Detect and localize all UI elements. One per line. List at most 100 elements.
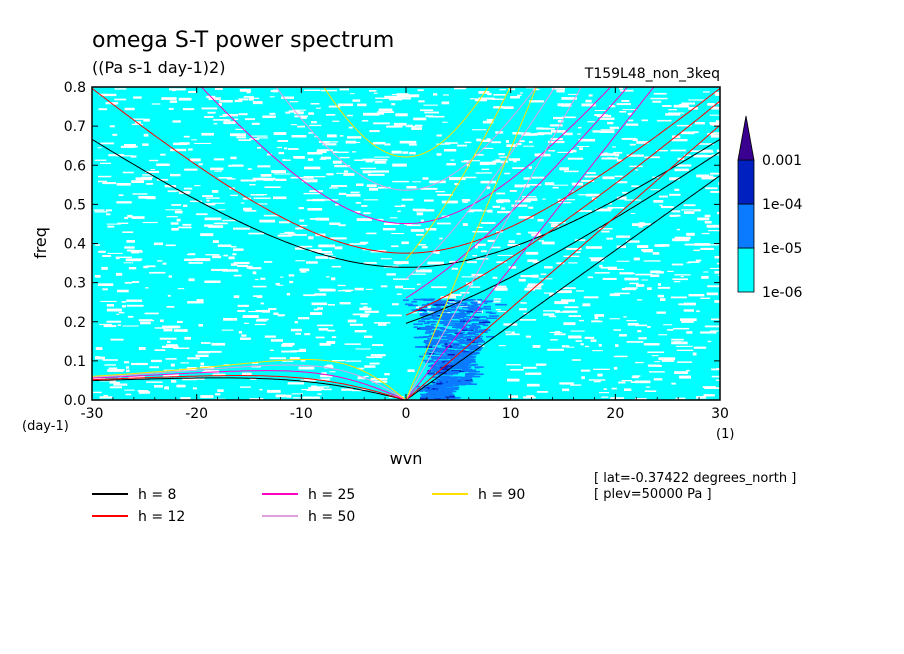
speckle-gap <box>599 117 615 120</box>
speckle-gap <box>153 242 163 246</box>
speckle-gap <box>178 97 192 101</box>
speckle-gap <box>262 115 276 118</box>
speckle-gap <box>200 233 214 237</box>
speckle-gap <box>707 132 715 136</box>
speckle-gap <box>168 275 172 278</box>
power-dash <box>473 316 481 319</box>
speckle-gap <box>601 230 610 233</box>
speckle-gap <box>707 103 715 106</box>
speckle-gap <box>320 156 331 160</box>
speckle-gap <box>487 239 496 242</box>
speckle-gap <box>207 225 223 228</box>
speckle-gap <box>289 280 294 284</box>
speckle-gap <box>243 207 252 211</box>
speckle-gap <box>180 362 189 364</box>
power-dash <box>461 354 473 357</box>
speckle-gap <box>514 132 531 134</box>
speckle-gap <box>716 262 720 265</box>
speckle-gap <box>242 315 259 318</box>
speckle-gap <box>259 388 263 391</box>
power-dash <box>430 325 434 328</box>
speckle-gap <box>673 341 682 344</box>
speckle-gap <box>357 103 367 107</box>
speckle-gap <box>391 233 405 235</box>
speckle-gap <box>123 361 130 364</box>
speckle-gap <box>656 149 668 152</box>
inertia-gravity-curve-h25 <box>200 87 612 225</box>
speckle-gap <box>195 354 209 357</box>
speckle-gap <box>627 112 633 116</box>
power-dash <box>461 351 471 353</box>
power-dash <box>447 299 455 301</box>
speckle-gap <box>667 329 674 331</box>
speckle-gap <box>401 97 411 100</box>
speckle-gap <box>339 156 350 159</box>
speckle-gap <box>321 141 339 143</box>
power-dash <box>429 340 441 342</box>
speckle-gap <box>300 270 307 273</box>
speckle-gap <box>92 391 102 394</box>
power-dash <box>462 306 470 309</box>
speckle-gap <box>562 388 570 392</box>
speckle-gap <box>444 142 458 144</box>
speckle-gap <box>114 88 127 90</box>
speckle-gap <box>182 378 197 381</box>
speckle-gap <box>520 302 527 304</box>
legend-label-h50: h = 50 <box>308 509 355 525</box>
speckle-gap <box>365 288 373 290</box>
speckle-gap <box>164 386 169 390</box>
speckle-gap <box>416 234 424 236</box>
speckle-gap <box>230 133 246 137</box>
speckle-gap <box>257 165 271 168</box>
speckle-gap <box>370 354 386 357</box>
speckle-gap <box>466 282 473 286</box>
speckle-gap <box>117 324 121 326</box>
speckle-gap <box>115 272 123 276</box>
speckle-gap <box>204 370 220 373</box>
speckle-gap <box>585 99 592 103</box>
speckle-gap <box>352 151 356 153</box>
speckle-gap <box>474 245 478 249</box>
speckle-gap <box>635 273 653 276</box>
speckle-gap <box>703 271 709 273</box>
speckle-gap <box>326 114 336 116</box>
speckle-gap <box>378 108 393 112</box>
speckle-gap <box>372 158 388 161</box>
speckle-gap <box>671 338 684 341</box>
speckle-gap <box>313 308 319 311</box>
speckle-gap <box>392 163 407 167</box>
speckle-gap <box>585 246 603 249</box>
speckle-gap <box>112 103 117 105</box>
speckle-gap <box>645 386 651 388</box>
speckle-gap <box>427 261 444 265</box>
power-dash <box>443 382 447 385</box>
power-dash <box>437 299 442 301</box>
power-dash <box>454 355 464 357</box>
power-dash <box>483 305 491 308</box>
speckle-gap <box>658 334 668 336</box>
speckle-gap <box>366 170 380 173</box>
speckle-gap <box>636 284 645 287</box>
speckle-gap <box>194 142 212 144</box>
speckle-gap <box>102 288 108 291</box>
speckle-gap <box>354 330 367 333</box>
speckle-gap <box>354 159 364 161</box>
speckle-gap <box>694 122 705 125</box>
speckle-gap <box>170 325 181 329</box>
speckle-gap <box>237 310 246 312</box>
speckle-gap <box>298 366 315 370</box>
speckle-gap <box>230 194 238 197</box>
speckle-gap <box>508 266 517 269</box>
speckle-gap <box>240 337 251 340</box>
speckle-gap <box>701 275 709 279</box>
speckle-gap <box>188 253 196 256</box>
speckle-gap <box>374 160 387 164</box>
power-dash <box>471 323 484 325</box>
power-dash <box>464 303 468 305</box>
speckle-gap <box>601 396 609 398</box>
power-dash <box>476 343 482 346</box>
speckle-gap <box>507 378 520 382</box>
power-dash <box>486 317 498 319</box>
speckle-gap <box>298 207 304 210</box>
speckle-gap <box>122 231 134 233</box>
